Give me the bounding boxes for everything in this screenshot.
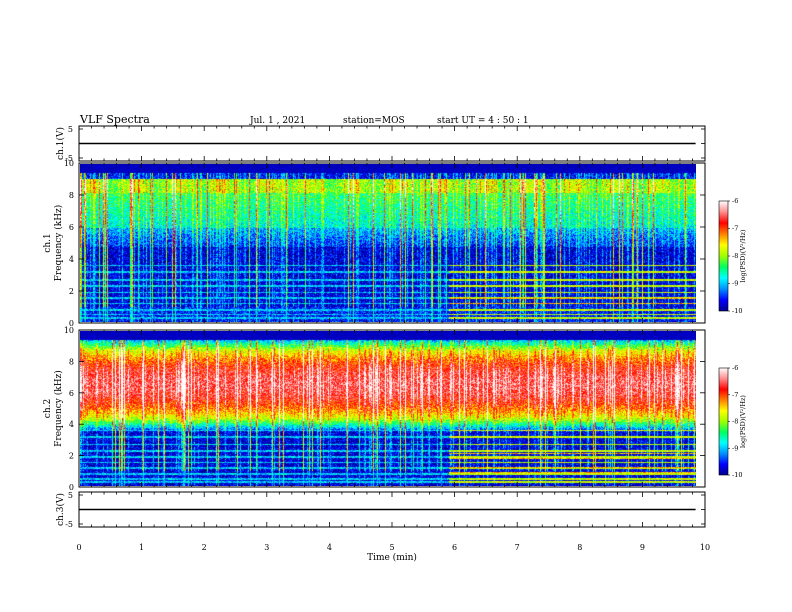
x-tick-label: 4: [327, 543, 332, 552]
figure-header: VLF Spectra Jul. 1 , 2021 station=MOS st…: [79, 113, 529, 126]
x-tick-label: 0: [76, 543, 81, 552]
colorbar-tick-label: -6: [732, 364, 738, 372]
x-axis-label: Time (min): [367, 552, 417, 563]
x-tick-label: 2: [202, 543, 207, 552]
x-tick-label: 9: [640, 543, 645, 552]
x-tick-label: 10: [700, 543, 710, 552]
colorbar-tick-label: -7: [732, 391, 738, 399]
colorbar-tick-label: -10: [732, 471, 742, 479]
cb1-label: log(PSD)(V²/Hz): [739, 229, 747, 282]
spec1-spectrogram-image: [80, 164, 696, 322]
ylabel-line: ch.1(V): [55, 127, 66, 160]
cb2-bar: [718, 367, 729, 476]
spec2-frame: [78, 329, 706, 488]
y-tick-label: 6: [69, 223, 74, 232]
y-tick-label: 4: [69, 255, 74, 264]
x-tick-label: 7: [515, 543, 520, 552]
spec1-ylabel: ch.1Frequency (kHz): [43, 205, 64, 282]
ylabel-line: ch.3(V): [55, 493, 66, 526]
colorbar-tick-label: -9: [732, 444, 738, 452]
y-tick-label: 4: [69, 420, 74, 429]
x-tick-label: 8: [577, 543, 582, 552]
ch3-waveform-panel: ch.3(V) 5 -5: [55, 491, 706, 529]
ylabel-line: Frequency (kHz): [53, 370, 64, 447]
spec2-ylabel: ch.2Frequency (kHz): [43, 370, 64, 447]
date-label: Jul. 1 , 2021: [249, 116, 305, 126]
cb1-bar: [718, 200, 729, 312]
colorbar-tick-label: -7: [732, 225, 738, 233]
y-tick-label: 10: [64, 326, 74, 335]
y-tick-label: 5: [68, 125, 73, 134]
station-label: station=MOS: [343, 116, 405, 126]
y-tick-label: 8: [69, 191, 74, 200]
y-tick-label: 5: [68, 491, 73, 500]
ch3-ylabel: ch.3(V): [55, 493, 66, 526]
cb2-label: log(PSD)(V²/Hz): [739, 395, 747, 448]
x-tick-label: 6: [452, 543, 457, 552]
colorbar-tick-label: -6: [732, 197, 738, 205]
x-tick-label: 5: [389, 543, 394, 552]
y-tick-label: 2: [69, 452, 74, 461]
y-tick-label: 6: [69, 389, 74, 398]
x-tick-label: 3: [264, 543, 269, 552]
start-time-label: start UT = 4 : 50 : 1: [437, 116, 529, 126]
time-axis: 0 1 2 3 4 5 6 7 8 9 10 Time (min): [76, 543, 710, 563]
ylabel-line: ch.1: [43, 233, 53, 252]
figure-title: VLF Spectra: [79, 113, 150, 126]
ylabel-line: ch.2: [43, 399, 53, 418]
ylabel-line: Frequency (kHz): [53, 205, 64, 282]
colorbar-tick-label: -8: [732, 252, 738, 260]
y-tick-label: -5: [65, 154, 73, 163]
y-tick-label: -5: [65, 520, 73, 529]
ch1-ylabel: ch.1(V): [55, 127, 66, 160]
colorbar-tick-label: -8: [732, 418, 738, 426]
ch1-waveform-panel: ch.1(V) 5 -5: [55, 125, 706, 163]
y-tick-label: 0: [69, 483, 74, 492]
x-tick-label: 1: [139, 543, 144, 552]
ch2-spectrogram-panel: ch.2Frequency (kHz) 0 2 4 6 8 10: [43, 326, 706, 492]
y-tick-label: 8: [69, 357, 74, 366]
spec1-frame: [78, 162, 706, 324]
colorbars: -10 -9 -8 -7 -6 log(PSD)(V²/Hz) -10 -9 -8 -7 -6 log…: [718, 197, 747, 479]
spec2-spectrogram-image: [80, 331, 696, 486]
colorbar-tick-label: -9: [732, 280, 738, 288]
y-tick-label: 2: [69, 287, 74, 296]
y-tick-label: 0: [69, 319, 74, 328]
y-tick-label: 10: [64, 159, 74, 168]
ch1-spectrogram-panel: ch.1Frequency (kHz) 0 2 4 6 8 10: [43, 159, 706, 328]
colorbar-tick-label: -10: [732, 307, 742, 315]
